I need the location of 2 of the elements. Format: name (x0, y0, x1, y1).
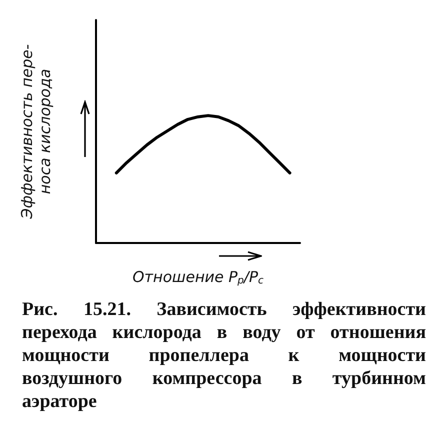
y-axis-title: Эффективность пере- носа кислорода (18, 44, 54, 220)
text: Рис. 15.21. Зависимость эффективности перехода кислорода в воду от отношения мощности пропеллера к мощности воздушного компрессора в турбинном аэраторе (22, 298, 426, 413)
